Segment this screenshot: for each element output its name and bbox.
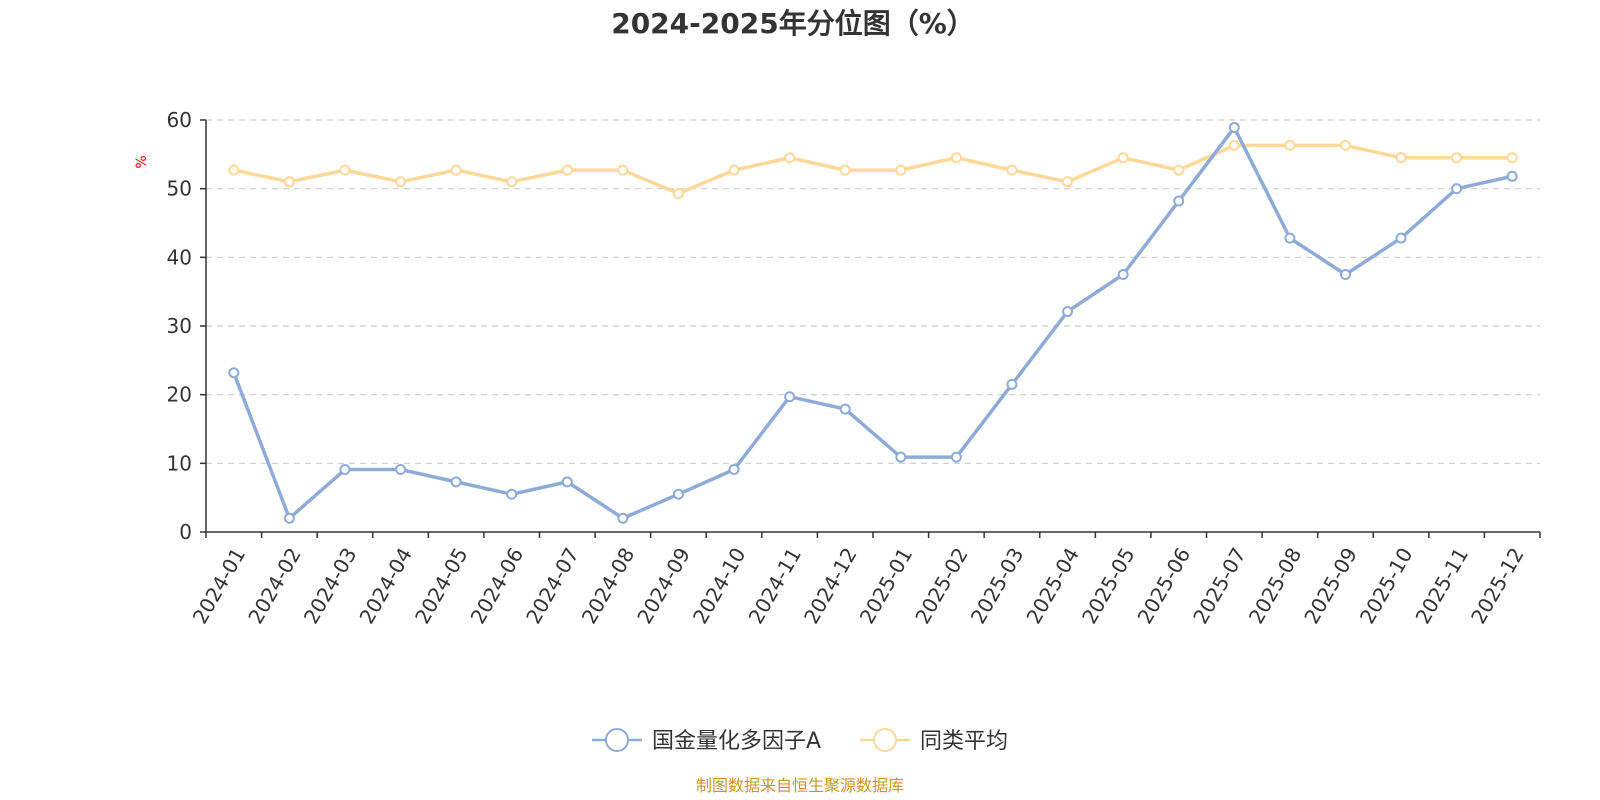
data-point[interactable] [1062, 306, 1074, 318]
data-point[interactable] [1395, 152, 1407, 164]
legend[interactable]: 国金量化多因子A 同类平均 [592, 728, 1008, 754]
data-point[interactable] [1395, 232, 1407, 244]
data-point[interactable] [617, 164, 629, 176]
data-point[interactable] [672, 187, 684, 199]
data-point[interactable] [283, 512, 295, 524]
data-point[interactable] [1006, 378, 1018, 390]
data-point[interactable] [395, 176, 407, 188]
x-tick-label: 2024-08 [577, 544, 640, 628]
data-point[interactable] [228, 367, 240, 379]
x-tick-label: 2025-04 [1021, 544, 1084, 628]
data-point[interactable] [1062, 176, 1074, 188]
series-line [232, 125, 1513, 521]
data-point[interactable] [1284, 139, 1296, 151]
x-tick-label: 2024-07 [521, 544, 584, 628]
x-axis-tick-labels: 2024-012024-022024-032024-042024-052024-… [188, 543, 1529, 627]
x-tick-label: 2025-10 [1355, 544, 1418, 628]
x-tick-label: 2025-07 [1188, 544, 1251, 628]
data-point[interactable] [1117, 269, 1129, 280]
data-point[interactable] [950, 451, 962, 463]
y-tick-label: 20 [167, 383, 192, 407]
x-tick-label: 2024-02 [243, 544, 306, 628]
x-tick-label: 2024-09 [632, 544, 695, 628]
data-point[interactable] [895, 164, 907, 176]
x-tick-label: 2025-12 [1466, 544, 1529, 628]
x-tick-label: 2024-12 [799, 544, 862, 628]
data-point[interactable] [1228, 139, 1240, 151]
legend-circle-icon [605, 728, 629, 752]
data-point[interactable] [339, 464, 351, 476]
source-note: 制图数据来自恒生聚源数据库 [696, 776, 904, 795]
series-1 [228, 139, 1518, 199]
x-tick-label: 2025-08 [1244, 544, 1307, 628]
legend-label: 同类平均 [920, 729, 1008, 754]
data-point[interactable] [784, 391, 796, 403]
data-point[interactable] [1339, 139, 1351, 151]
data-point[interactable] [561, 164, 573, 176]
y-tick-label: 60 [167, 108, 192, 132]
x-tick-label: 2024-05 [410, 544, 473, 628]
x-tick-label: 2024-01 [188, 544, 251, 628]
axes [200, 119, 1541, 538]
y-tick-label: 30 [167, 314, 192, 338]
x-tick-label: 2025-09 [1299, 544, 1362, 628]
data-point[interactable] [1451, 183, 1463, 195]
data-point[interactable] [283, 176, 295, 188]
y-axis-unit-label: % [134, 155, 150, 168]
data-point[interactable] [728, 464, 740, 476]
data-point[interactable] [728, 164, 740, 176]
data-point[interactable] [228, 164, 240, 176]
y-tick-label: 10 [167, 451, 192, 475]
y-tick-label: 50 [167, 177, 192, 201]
data-point[interactable] [1451, 152, 1463, 164]
data-point[interactable] [672, 488, 684, 500]
data-point[interactable] [1006, 164, 1018, 176]
x-tick-label: 2024-03 [299, 544, 362, 628]
data-point[interactable] [839, 164, 851, 176]
data-point[interactable] [506, 488, 518, 500]
series-line [233, 143, 1513, 196]
legend-item-1[interactable]: 同类平均 [860, 728, 1008, 754]
data-point[interactable] [1506, 170, 1518, 182]
data-point[interactable] [784, 152, 796, 164]
data-point[interactable] [1173, 195, 1185, 207]
x-tick-label: 2024-10 [688, 544, 751, 628]
data-point[interactable] [450, 164, 462, 176]
data-point[interactable] [450, 476, 462, 488]
x-tick-label: 2024-04 [354, 544, 417, 628]
data-point[interactable] [339, 164, 351, 176]
y-axis-tick-labels: 0 10 20 30 40 50 60 [167, 108, 192, 544]
data-point[interactable] [617, 512, 629, 524]
data-point[interactable] [395, 464, 407, 476]
data-point[interactable] [1173, 164, 1185, 176]
y-tick-label: 40 [167, 245, 192, 269]
series-0 [228, 122, 1518, 524]
x-tick-label: 2025-01 [855, 544, 918, 628]
data-point[interactable] [950, 152, 962, 164]
data-point[interactable] [839, 403, 851, 415]
y-tick-label: 0 [179, 520, 192, 544]
x-tick-label: 2024-11 [744, 544, 807, 628]
data-point[interactable] [1284, 232, 1296, 244]
data-point[interactable] [506, 176, 518, 188]
x-tick-label: 2025-11 [1411, 544, 1474, 628]
data-point[interactable] [1506, 152, 1518, 164]
series-lines [228, 122, 1518, 524]
x-tick-label: 2025-03 [966, 543, 1029, 627]
legend-circle-icon [873, 728, 897, 752]
data-point[interactable] [1339, 269, 1351, 280]
x-tick-label: 2024-06 [466, 544, 529, 628]
x-tick-label: 2025-05 [1077, 544, 1140, 628]
x-tick-label: 2025-06 [1133, 544, 1196, 628]
legend-label: 国金量化多因子A [652, 729, 821, 754]
data-point[interactable] [1117, 152, 1129, 164]
data-point[interactable] [561, 476, 573, 488]
legend-item-0[interactable]: 国金量化多因子A [592, 728, 821, 754]
chart-title: 2024-2025年分位图（%） [611, 7, 975, 40]
data-point[interactable] [1228, 122, 1240, 134]
x-tick-label: 2025-02 [910, 544, 973, 628]
data-point[interactable] [895, 451, 907, 463]
